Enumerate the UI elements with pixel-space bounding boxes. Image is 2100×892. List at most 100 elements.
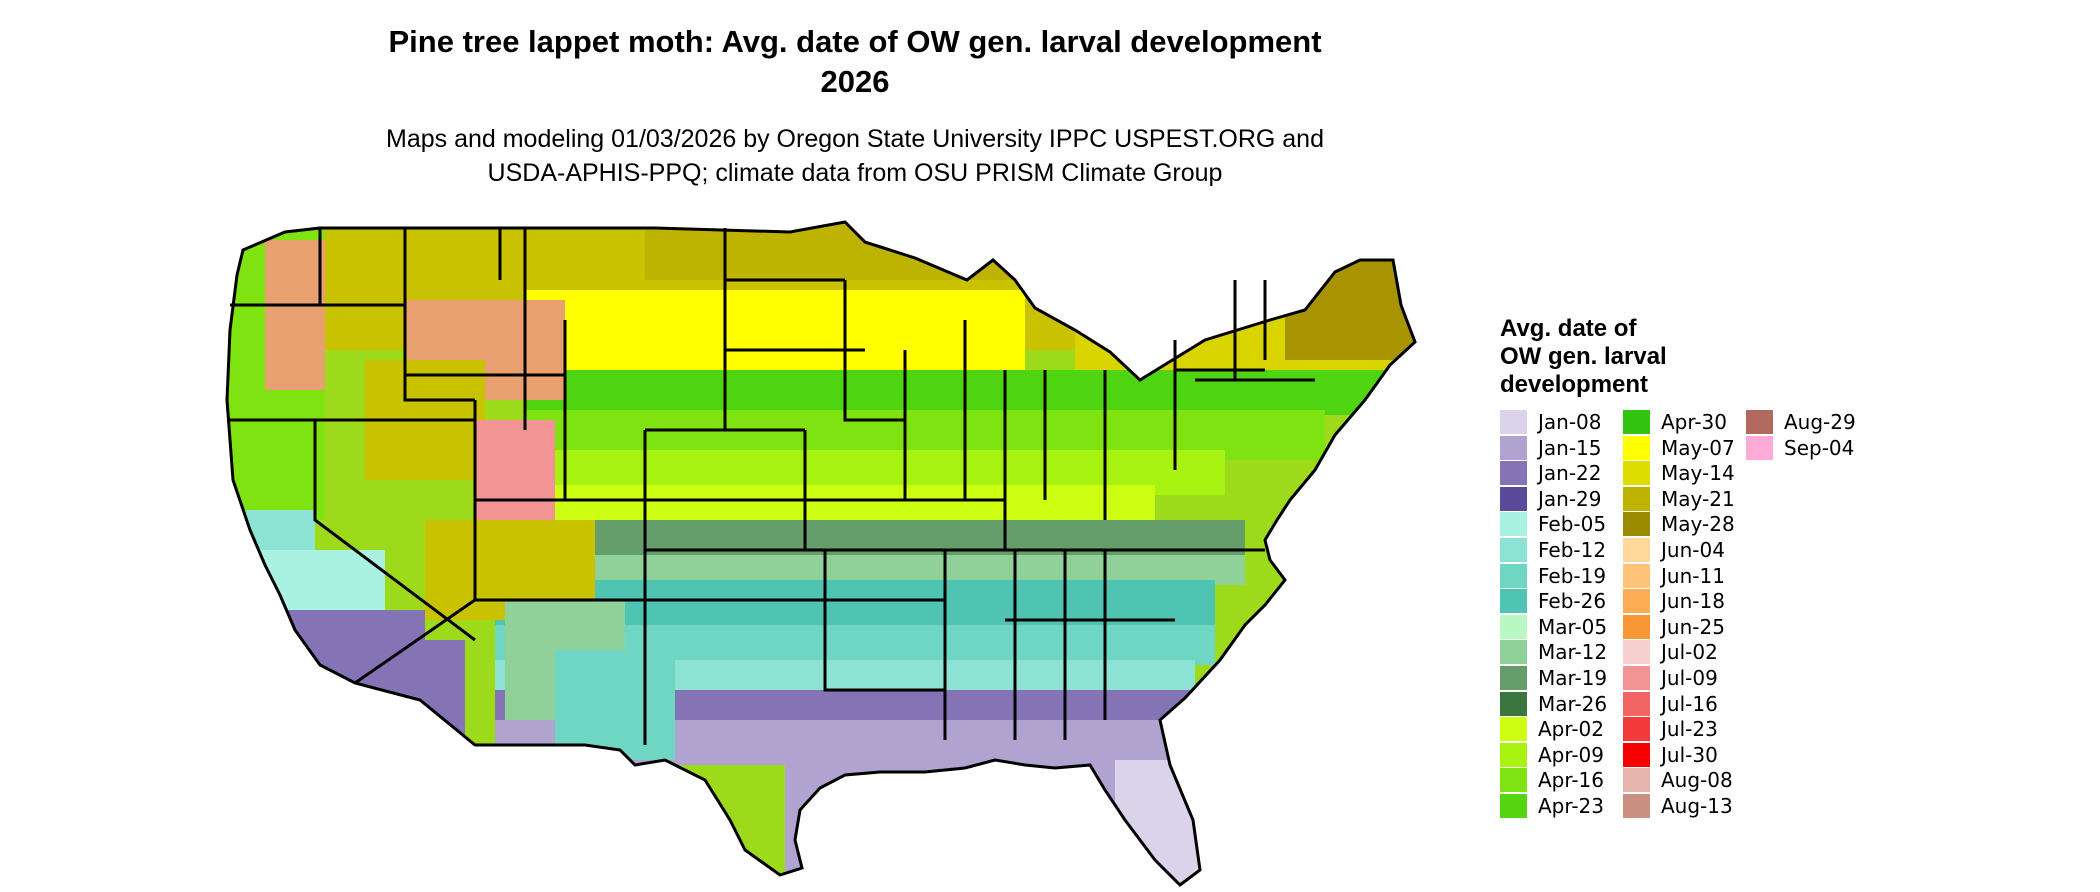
legend-label: Jul-23 xyxy=(1661,717,1718,742)
legend-key: Jul-23 xyxy=(1623,717,1733,742)
legend-key: Aug-13 xyxy=(1623,794,1733,818)
legend-label: May-14 xyxy=(1661,461,1735,486)
legend-swatch xyxy=(1623,512,1650,537)
legend-title-line-1: Avg. date of xyxy=(1500,315,1637,342)
legend-key: Jan-29 xyxy=(1500,486,1610,511)
legend-key: May-07 xyxy=(1623,435,1735,460)
legend-label: Aug-08 xyxy=(1661,768,1733,793)
legend-key: May-14 xyxy=(1623,461,1735,486)
legend-swatch xyxy=(1500,538,1527,562)
legend-swatch xyxy=(1500,461,1527,486)
legend-title: Avg. date of OW gen. larval development xyxy=(1500,315,1667,399)
legend-key: May-28 xyxy=(1623,512,1735,537)
legend-swatch xyxy=(1500,691,1527,716)
legend-label: Feb-26 xyxy=(1538,589,1607,614)
legend-key: Mar-26 xyxy=(1500,691,1610,716)
map-subtitle-line-1: Maps and modeling 01/03/2026 by Oregon S… xyxy=(386,125,1324,153)
legend-swatch xyxy=(1500,666,1527,690)
legend-label: Jan-29 xyxy=(1538,486,1602,511)
phenology-fill xyxy=(227,222,1415,885)
legend-swatch xyxy=(1623,717,1650,742)
legend-swatch xyxy=(1500,640,1527,665)
legend-label: Apr-23 xyxy=(1538,794,1604,818)
legend-label: Mar-12 xyxy=(1538,640,1608,665)
legend-label: May-07 xyxy=(1661,435,1735,460)
legend-key: Jun-18 xyxy=(1623,589,1733,614)
legend-key: Jun-04 xyxy=(1623,538,1733,562)
legend-label: Apr-16 xyxy=(1538,768,1604,793)
us-phenology-map xyxy=(225,220,1417,887)
legend-swatch xyxy=(1623,614,1650,639)
legend-label: Jul-16 xyxy=(1661,691,1718,716)
legend-key: Jul-30 xyxy=(1623,742,1733,767)
legend-key: Mar-19 xyxy=(1500,666,1610,690)
legend-label: Feb-19 xyxy=(1538,563,1607,588)
legend-label: Aug-13 xyxy=(1661,794,1733,818)
legend-label: May-28 xyxy=(1661,512,1735,537)
legend-label: Mar-05 xyxy=(1538,614,1608,639)
legend-label: Feb-05 xyxy=(1538,512,1607,537)
legend-label: Jul-30 xyxy=(1661,742,1718,767)
legend-swatch xyxy=(1500,589,1527,614)
legend-key: Jan-08 xyxy=(1500,410,1610,434)
legend-key: Apr-30 xyxy=(1623,410,1733,434)
legend-swatch xyxy=(1623,640,1650,665)
legend-label: Feb-12 xyxy=(1538,538,1607,562)
legend-key: Apr-23 xyxy=(1500,794,1610,818)
legend-swatch xyxy=(1623,742,1650,767)
state-borders xyxy=(225,220,1417,887)
legend-key: Mar-05 xyxy=(1500,614,1610,639)
legend-swatch xyxy=(1623,461,1650,486)
legend-swatch xyxy=(1623,486,1650,511)
map-subtitle-line-2: USDA-APHIS-PPQ; climate data from OSU PR… xyxy=(487,159,1223,187)
legend-label: Jan-08 xyxy=(1538,410,1602,434)
legend-swatch xyxy=(1500,614,1527,639)
legend-label: Jun-25 xyxy=(1661,614,1725,639)
legend-swatch xyxy=(1500,563,1527,588)
legend-key: Jul-16 xyxy=(1623,691,1733,716)
legend-label: Jun-18 xyxy=(1661,589,1725,614)
legend-key: Feb-26 xyxy=(1500,589,1610,614)
legend-swatch xyxy=(1500,717,1527,742)
legend-swatch xyxy=(1623,589,1650,614)
legend-key: Feb-12 xyxy=(1500,538,1610,562)
legend-swatch xyxy=(1623,538,1650,562)
legend-label: Jun-11 xyxy=(1661,563,1725,588)
legend-swatch xyxy=(1500,742,1527,767)
legend-label: Apr-02 xyxy=(1538,717,1604,742)
legend-swatch xyxy=(1623,794,1650,818)
legend-label: Jan-22 xyxy=(1538,461,1602,486)
legend-swatch xyxy=(1623,563,1650,588)
legend-title-line-3: development xyxy=(1500,371,1649,398)
legend: Avg. date of OW gen. larval development … xyxy=(1500,315,2060,818)
legend-key: Aug-08 xyxy=(1623,768,1733,793)
legend-key: Aug-29 xyxy=(1746,410,1856,434)
legend-key: Apr-02 xyxy=(1500,717,1610,742)
legend-swatch xyxy=(1500,768,1527,793)
legend-swatch xyxy=(1746,410,1773,434)
legend-key: Sep-04 xyxy=(1746,435,1856,460)
legend-title-line-2: OW gen. larval xyxy=(1500,343,1667,370)
legend-swatch xyxy=(1500,486,1527,511)
map-subtitle: Maps and modeling 01/03/2026 by Oregon S… xyxy=(250,122,1460,190)
legend-key: Apr-16 xyxy=(1500,768,1610,793)
legend-key: Feb-19 xyxy=(1500,563,1610,588)
legend-swatch xyxy=(1500,435,1527,460)
legend-key: Feb-05 xyxy=(1500,512,1610,537)
legend-swatch xyxy=(1500,410,1527,434)
legend-label: Jan-15 xyxy=(1538,435,1602,460)
legend-key: Jun-11 xyxy=(1623,563,1733,588)
legend-label: Sep-04 xyxy=(1784,435,1855,460)
legend-label: Jun-04 xyxy=(1661,538,1725,562)
legend-key: Apr-09 xyxy=(1500,742,1610,767)
legend-swatch xyxy=(1500,794,1527,818)
legend-label: Aug-29 xyxy=(1784,410,1856,434)
legend-key: Jul-09 xyxy=(1623,666,1733,690)
legend-swatch xyxy=(1623,691,1650,716)
legend-swatch xyxy=(1623,666,1650,690)
legend-swatch xyxy=(1623,435,1650,460)
legend-swatch xyxy=(1623,768,1650,793)
legend-label: Apr-30 xyxy=(1661,410,1727,434)
map-title-line-2: 2026 xyxy=(820,64,890,99)
legend-swatch xyxy=(1746,435,1773,460)
